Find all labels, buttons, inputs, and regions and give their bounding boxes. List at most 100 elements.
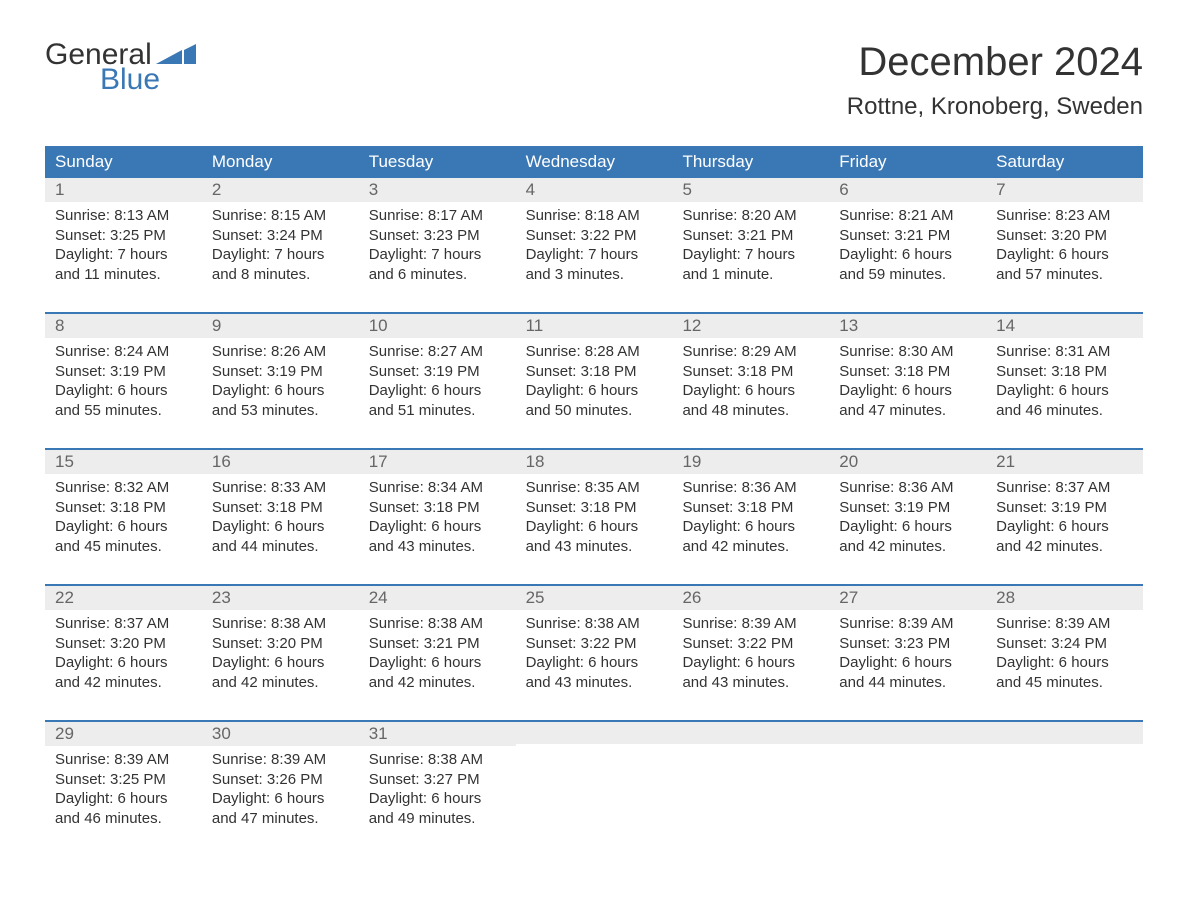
calendar-day: 19Sunrise: 8:36 AMSunset: 3:18 PMDayligh… bbox=[672, 450, 829, 566]
day-number-row: 7 bbox=[986, 178, 1143, 202]
sunrise-line: Sunrise: 8:29 AM bbox=[682, 342, 819, 362]
calendar-day: 21Sunrise: 8:37 AMSunset: 3:19 PMDayligh… bbox=[986, 450, 1143, 566]
sunrise-line: Sunrise: 8:34 AM bbox=[369, 478, 506, 498]
sunrise-line: Sunrise: 8:36 AM bbox=[682, 478, 819, 498]
location-subtitle: Rottne, Kronoberg, Sweden bbox=[847, 93, 1143, 121]
calendar-week: 1Sunrise: 8:13 AMSunset: 3:25 PMDaylight… bbox=[45, 178, 1143, 294]
week-gap bbox=[45, 566, 1143, 584]
day-number-row-empty bbox=[986, 722, 1143, 744]
daylight-line: Daylight: 6 hours and 43 minutes. bbox=[526, 653, 663, 692]
day-number-row: 16 bbox=[202, 450, 359, 474]
daylight-line: Daylight: 6 hours and 49 minutes. bbox=[369, 789, 506, 828]
day-number-row: 11 bbox=[516, 314, 673, 338]
day-number: 13 bbox=[839, 316, 858, 335]
sunset-line: Sunset: 3:27 PM bbox=[369, 770, 506, 790]
day-details: Sunrise: 8:24 AMSunset: 3:19 PMDaylight:… bbox=[45, 338, 202, 430]
day-number-row: 13 bbox=[829, 314, 986, 338]
day-number: 8 bbox=[55, 316, 64, 335]
daylight-line: Daylight: 6 hours and 44 minutes. bbox=[839, 653, 976, 692]
daylight-line: Daylight: 6 hours and 53 minutes. bbox=[212, 381, 349, 420]
sunset-line: Sunset: 3:18 PM bbox=[996, 362, 1133, 382]
day-details: Sunrise: 8:38 AMSunset: 3:21 PMDaylight:… bbox=[359, 610, 516, 702]
day-number-row: 31 bbox=[359, 722, 516, 746]
day-details: Sunrise: 8:17 AMSunset: 3:23 PMDaylight:… bbox=[359, 202, 516, 294]
day-details: Sunrise: 8:36 AMSunset: 3:18 PMDaylight:… bbox=[672, 474, 829, 566]
sunrise-line: Sunrise: 8:24 AM bbox=[55, 342, 192, 362]
day-number-row: 5 bbox=[672, 178, 829, 202]
sunrise-line: Sunrise: 8:15 AM bbox=[212, 206, 349, 226]
sunset-line: Sunset: 3:20 PM bbox=[212, 634, 349, 654]
day-number: 7 bbox=[996, 180, 1005, 199]
daylight-line: Daylight: 7 hours and 3 minutes. bbox=[526, 245, 663, 284]
sunset-line: Sunset: 3:23 PM bbox=[839, 634, 976, 654]
day-number-row: 28 bbox=[986, 586, 1143, 610]
day-number-row: 19 bbox=[672, 450, 829, 474]
day-number: 15 bbox=[55, 452, 74, 471]
day-number: 14 bbox=[996, 316, 1015, 335]
day-number: 17 bbox=[369, 452, 388, 471]
day-details: Sunrise: 8:39 AMSunset: 3:26 PMDaylight:… bbox=[202, 746, 359, 838]
calendar-grid: SundayMondayTuesdayWednesdayThursdayFrid… bbox=[45, 146, 1143, 838]
daylight-line: Daylight: 6 hours and 42 minutes. bbox=[55, 653, 192, 692]
daylight-line: Daylight: 7 hours and 8 minutes. bbox=[212, 245, 349, 284]
sunset-line: Sunset: 3:26 PM bbox=[212, 770, 349, 790]
sunset-line: Sunset: 3:18 PM bbox=[369, 498, 506, 518]
daylight-line: Daylight: 6 hours and 48 minutes. bbox=[682, 381, 819, 420]
calendar-day: 18Sunrise: 8:35 AMSunset: 3:18 PMDayligh… bbox=[516, 450, 673, 566]
day-number: 31 bbox=[369, 724, 388, 743]
day-number: 23 bbox=[212, 588, 231, 607]
day-number: 29 bbox=[55, 724, 74, 743]
calendar-week: 15Sunrise: 8:32 AMSunset: 3:18 PMDayligh… bbox=[45, 448, 1143, 566]
weekday-header: Wednesday bbox=[516, 146, 673, 178]
day-details: Sunrise: 8:23 AMSunset: 3:20 PMDaylight:… bbox=[986, 202, 1143, 294]
day-number-row: 2 bbox=[202, 178, 359, 202]
sunset-line: Sunset: 3:20 PM bbox=[55, 634, 192, 654]
page-header: General Blue December 2024 Rottne, Krono… bbox=[45, 40, 1143, 121]
day-number-row: 25 bbox=[516, 586, 673, 610]
sunset-line: Sunset: 3:19 PM bbox=[839, 498, 976, 518]
day-number-row: 15 bbox=[45, 450, 202, 474]
daylight-line: Daylight: 6 hours and 44 minutes. bbox=[212, 517, 349, 556]
day-number: 10 bbox=[369, 316, 388, 335]
sunset-line: Sunset: 3:20 PM bbox=[996, 226, 1133, 246]
daylight-line: Daylight: 6 hours and 59 minutes. bbox=[839, 245, 976, 284]
weekday-header: Saturday bbox=[986, 146, 1143, 178]
calendar-day: 4Sunrise: 8:18 AMSunset: 3:22 PMDaylight… bbox=[516, 178, 673, 294]
calendar-day bbox=[516, 722, 673, 838]
week-gap bbox=[45, 430, 1143, 448]
sunset-line: Sunset: 3:19 PM bbox=[212, 362, 349, 382]
day-number: 12 bbox=[682, 316, 701, 335]
day-number-row-empty bbox=[829, 722, 986, 744]
sunrise-line: Sunrise: 8:38 AM bbox=[526, 614, 663, 634]
day-number: 11 bbox=[526, 316, 544, 335]
day-number-row: 6 bbox=[829, 178, 986, 202]
day-number: 9 bbox=[212, 316, 221, 335]
day-number-row: 1 bbox=[45, 178, 202, 202]
calendar-day: 14Sunrise: 8:31 AMSunset: 3:18 PMDayligh… bbox=[986, 314, 1143, 430]
daylight-line: Daylight: 6 hours and 47 minutes. bbox=[212, 789, 349, 828]
day-number-row: 14 bbox=[986, 314, 1143, 338]
sunset-line: Sunset: 3:22 PM bbox=[526, 634, 663, 654]
sunset-line: Sunset: 3:18 PM bbox=[55, 498, 192, 518]
sunset-line: Sunset: 3:21 PM bbox=[682, 226, 819, 246]
day-number: 22 bbox=[55, 588, 74, 607]
day-number-row: 26 bbox=[672, 586, 829, 610]
sunrise-line: Sunrise: 8:18 AM bbox=[526, 206, 663, 226]
day-number: 2 bbox=[212, 180, 221, 199]
day-number: 1 bbox=[55, 180, 64, 199]
day-number-row: 9 bbox=[202, 314, 359, 338]
sunset-line: Sunset: 3:18 PM bbox=[526, 362, 663, 382]
day-number: 27 bbox=[839, 588, 858, 607]
calendar-week: 22Sunrise: 8:37 AMSunset: 3:20 PMDayligh… bbox=[45, 584, 1143, 702]
calendar-day: 5Sunrise: 8:20 AMSunset: 3:21 PMDaylight… bbox=[672, 178, 829, 294]
calendar-day: 27Sunrise: 8:39 AMSunset: 3:23 PMDayligh… bbox=[829, 586, 986, 702]
day-number-row: 22 bbox=[45, 586, 202, 610]
daylight-line: Daylight: 6 hours and 47 minutes. bbox=[839, 381, 976, 420]
calendar-day: 26Sunrise: 8:39 AMSunset: 3:22 PMDayligh… bbox=[672, 586, 829, 702]
sunrise-line: Sunrise: 8:23 AM bbox=[996, 206, 1133, 226]
sunset-line: Sunset: 3:21 PM bbox=[369, 634, 506, 654]
weekday-header: Friday bbox=[829, 146, 986, 178]
calendar-day: 3Sunrise: 8:17 AMSunset: 3:23 PMDaylight… bbox=[359, 178, 516, 294]
day-number: 18 bbox=[526, 452, 545, 471]
sunrise-line: Sunrise: 8:39 AM bbox=[996, 614, 1133, 634]
